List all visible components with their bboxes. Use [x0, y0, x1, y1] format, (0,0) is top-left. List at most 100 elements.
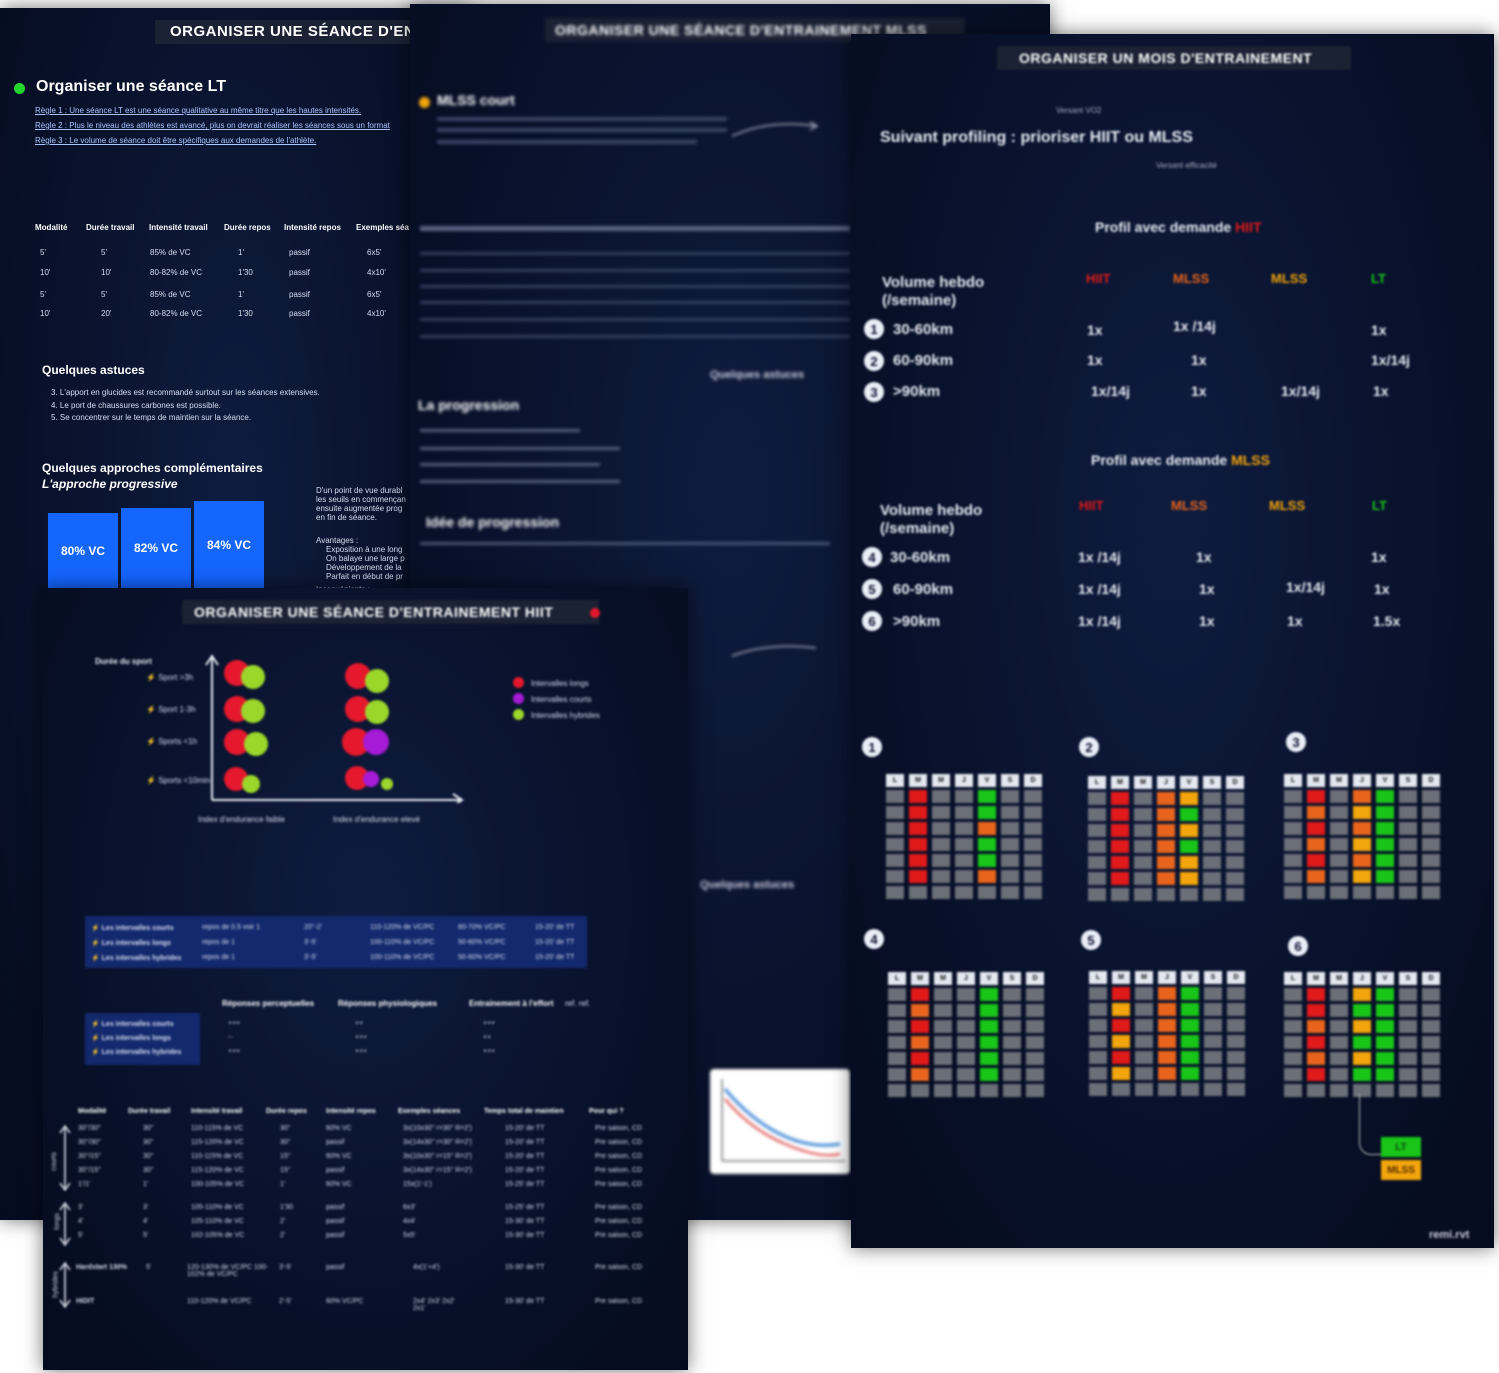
calendar-cell: [909, 870, 927, 883]
detail-cell: 3x(14x30'' r=15'' R=2'): [403, 1167, 472, 1174]
calendar-day-head: L: [1089, 971, 1107, 984]
response-cell: ⚡ Les intervalles hybrides: [91, 1049, 182, 1056]
profile1-heading-text: Profil avec demande: [1095, 219, 1232, 235]
calendar-cell: [1399, 838, 1417, 851]
lt-cell: 4x10': [367, 309, 386, 318]
detail-head: Pour qui ?: [589, 1108, 624, 1115]
calendar-cell: [1158, 1083, 1176, 1096]
calendar-cell: [888, 1004, 906, 1017]
profile-val: 1x: [1371, 322, 1387, 338]
calendar-cell: [978, 822, 996, 835]
calendar-day-head: J: [1158, 971, 1176, 984]
detail-cell: 5': [78, 1232, 84, 1239]
calendar-cell: [1330, 886, 1348, 899]
calendar-cell: [980, 1084, 998, 1097]
volume-label-2: Volume hebdo: [880, 502, 983, 519]
response-cell: ++: [483, 1034, 492, 1041]
col-head-hiit: HIIT: [1086, 271, 1111, 286]
calendar-cell: [1376, 988, 1394, 1001]
calendar-cell: [1024, 838, 1042, 851]
calendar-cell: [1330, 854, 1348, 867]
calendar-cell: [1157, 824, 1175, 837]
bar-82-vc: 82% VC: [121, 508, 191, 588]
calendar-cell: [1422, 822, 1440, 835]
legend-mlss-badge: MLSS: [1381, 1160, 1421, 1180]
calendar-cell: [1226, 856, 1244, 869]
calendar-day-head: M: [1307, 774, 1325, 787]
mlss-table-line: [420, 318, 850, 321]
col-head-hiit-2: HIIT: [1079, 498, 1104, 513]
lt-cell: 1'30: [238, 268, 253, 277]
calendar-cell: [1001, 886, 1019, 899]
summary-cell: ⚡ Les intervalles hybrides: [91, 955, 182, 962]
calendar-day-head: M: [1307, 972, 1325, 985]
mlss-progress-line: [420, 463, 600, 466]
detail-cell: 5x5': [403, 1232, 416, 1239]
calendar-cell: [1353, 806, 1371, 819]
calendar-cell: [1026, 1004, 1044, 1017]
detail-cell: Pre saison, CD: [595, 1264, 643, 1271]
calendar-cell: [1003, 1052, 1021, 1065]
lt-tip: 5. Se concentrer sur le temps de maintie…: [51, 413, 252, 422]
profile2-tag: MLSS: [1231, 452, 1270, 468]
calendar-cell: [1088, 872, 1106, 885]
status-dot-orange: [419, 97, 430, 108]
mlss-tips-heading: Quelques astuces: [710, 369, 805, 381]
bubble-hybrid: [244, 732, 268, 756]
response-cell: ++: [355, 1020, 364, 1027]
calendar-cell: [978, 806, 996, 819]
calendar-cell: [1111, 808, 1129, 821]
calendar-cell: [1284, 886, 1302, 899]
col-head-lt-2: LT: [1372, 498, 1387, 513]
calendar-cell: [932, 822, 950, 835]
bubble-hybrid: [241, 665, 265, 689]
calendar-cell: [1157, 888, 1175, 901]
detail-cell: 30''/15'': [78, 1153, 101, 1160]
hiit-sheet: ORGANISER UNE SÉANCE D'ENTRAINEMENT HIIT…: [43, 588, 688, 1370]
calendar-cell: [1307, 790, 1325, 803]
calendar-day-head: D: [1226, 776, 1244, 789]
mlss-table-line: [420, 269, 850, 272]
detail-cell: Pre saison, CD: [595, 1153, 643, 1160]
calendar-cell: [888, 1068, 906, 1081]
calendar-cell: [1227, 1035, 1245, 1048]
calendar-cell: [1024, 822, 1042, 835]
calendar-day-head: S: [1399, 774, 1417, 787]
lt-cell: passif: [289, 309, 310, 318]
hiit-x-item: Index d'endurance faible: [198, 815, 285, 824]
calendar-cell: [1111, 888, 1129, 901]
calendar-cell: [1284, 790, 1302, 803]
detail-cell: 3x(10x30'' r=15'' R=2'): [403, 1153, 472, 1160]
calendar-cell: [1399, 1020, 1417, 1033]
calendar-cell: [1376, 838, 1394, 851]
calendar-cell: [1134, 888, 1152, 901]
calendar-cell: [1330, 1084, 1348, 1097]
calendar-cell: [1422, 1084, 1440, 1097]
calendar-cell: [1353, 870, 1371, 883]
calendar-cell: [1024, 870, 1042, 883]
calendar-number: 4: [864, 929, 884, 949]
lt-cell: 6x5': [367, 290, 382, 299]
calendar-cell: [1422, 1036, 1440, 1049]
calendar-cell: [934, 1068, 952, 1081]
response-cell: +++: [483, 1048, 496, 1055]
calendar-cell: [1284, 1084, 1302, 1097]
calendar-cell: [932, 806, 950, 819]
detail-cell: 30'': [280, 1125, 291, 1132]
detail-cell: 100-105% de VC: [191, 1181, 245, 1188]
calendar-cell: [1204, 987, 1222, 1000]
summary-cell: ⚡ Les intervalles longs: [91, 940, 171, 947]
profile-range: >90km: [893, 383, 941, 400]
detail-cell: 15-20' de TT: [505, 1139, 545, 1146]
calendar-cell: [980, 1036, 998, 1049]
calendar-cell: [1399, 822, 1417, 835]
calendar-cell: [1135, 1067, 1153, 1080]
calendar-cell: [1112, 1067, 1130, 1080]
lt-cell: 6x5': [367, 248, 382, 257]
profile-val: 1x: [1199, 581, 1215, 597]
calendar-cell: [1399, 1004, 1417, 1017]
legend-dot-short: [513, 693, 524, 704]
detail-cell: 4': [143, 1218, 149, 1225]
bubble-hybrid: [381, 778, 393, 790]
lt-tips-heading: Quelques astuces: [42, 363, 145, 377]
